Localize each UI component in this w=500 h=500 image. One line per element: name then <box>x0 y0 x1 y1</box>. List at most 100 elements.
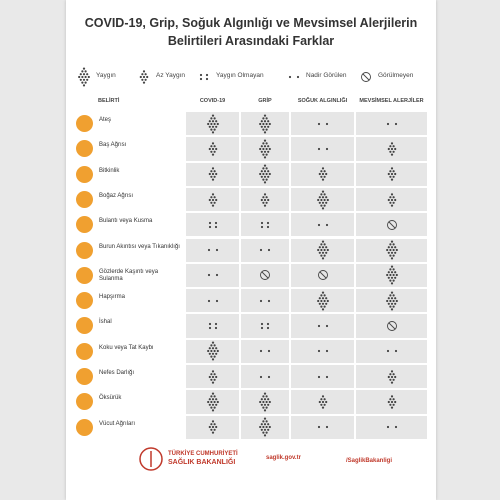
symptom-icon <box>76 190 93 208</box>
cell <box>186 289 239 313</box>
frequency-icon <box>208 192 217 207</box>
frequency-icon <box>288 75 300 79</box>
frequency-icon <box>207 299 218 302</box>
symptom-icon <box>76 216 93 234</box>
frequency-icon <box>317 122 328 125</box>
frequency-icon <box>387 192 396 207</box>
symptom-label: Burun Akıntısı veya Tıkanıklığı <box>99 243 180 250</box>
frequency-icon <box>316 190 329 210</box>
frequency-icon <box>387 369 396 384</box>
cell <box>186 238 239 262</box>
symptom-icon <box>76 241 93 259</box>
symptom-label: Gözlerde Kaşıntı veya Sulanma <box>99 268 159 282</box>
cell <box>241 213 289 237</box>
frequency-icon <box>260 192 270 207</box>
symptom-label: Baş Ağrısı <box>99 142 127 149</box>
frequency-icon <box>259 350 271 353</box>
frequency-icon <box>387 167 396 181</box>
cell <box>241 339 289 363</box>
org-line1: TÜRKİYE CUMHURİYETİ <box>168 451 238 457</box>
frequency-icon <box>260 221 270 228</box>
logo <box>139 447 163 471</box>
frequency-icon <box>259 417 271 437</box>
cell <box>186 339 239 363</box>
cell <box>186 263 239 288</box>
legend-label: Görülmeyen <box>378 72 414 79</box>
symptom-label: İshal <box>99 319 112 326</box>
frequency-icon <box>317 350 328 353</box>
frequency-icon <box>317 375 328 378</box>
social: /SaglikBakanligi <box>346 458 393 464</box>
cell <box>186 390 239 414</box>
cell <box>291 187 354 212</box>
frequency-icon <box>386 321 397 331</box>
frequency-icon <box>316 240 329 260</box>
title: COVID-19, Grip, Soğuk Algınlığı ve Mevsi… <box>84 16 418 48</box>
symptom-label: Boğaz Ağrısı <box>99 192 134 199</box>
cell <box>291 365 354 389</box>
frequency-icon <box>208 167 217 181</box>
column-header: BELİRTİ <box>98 98 120 104</box>
cell <box>241 365 289 389</box>
symptom-label: Bitkinlik <box>99 167 120 174</box>
cell <box>291 213 354 237</box>
column-header: COVID-19 <box>199 98 226 104</box>
frequency-icon <box>206 114 219 134</box>
cell <box>356 339 427 363</box>
cell <box>356 238 427 262</box>
frequency-icon <box>207 274 218 277</box>
frequency-icon <box>317 270 328 281</box>
frequency-icon <box>260 270 270 281</box>
frequency-icon <box>199 73 209 81</box>
cell <box>186 112 239 136</box>
frequency-icon <box>206 392 219 412</box>
frequency-icon <box>260 322 270 330</box>
poster: COVID-19, Grip, Soğuk Algınlığı ve Mevsi… <box>66 0 436 500</box>
cell <box>186 314 239 338</box>
frequency-icon <box>385 240 398 260</box>
cell <box>241 415 289 439</box>
frequency-icon <box>259 375 271 378</box>
frequency-icon <box>259 299 271 302</box>
frequency-icon <box>208 142 217 156</box>
symptom-label: Bulantı veya Kusma <box>99 218 153 225</box>
legend-label: Nadir Görülen <box>306 72 347 79</box>
frequency-icon <box>387 395 396 409</box>
website: saglik.gov.tr <box>266 455 301 461</box>
cell <box>241 112 289 136</box>
frequency-icon <box>316 291 329 311</box>
cell <box>291 415 354 439</box>
cell <box>291 137 354 161</box>
frequency-icon <box>386 122 397 125</box>
column-header: GRİP <box>258 98 272 104</box>
frequency-icon <box>208 420 217 434</box>
cell <box>186 213 239 237</box>
frequency-icon <box>386 426 397 429</box>
cell <box>291 238 354 262</box>
cell <box>291 112 354 136</box>
cell <box>291 289 354 313</box>
org-line2: SAĞLIK BAKANLIĞI <box>168 459 236 466</box>
cell <box>356 263 427 288</box>
column-header: SOĞUK ALGINLIĞI <box>297 98 348 104</box>
cell <box>241 238 289 262</box>
frequency-icon <box>317 324 328 328</box>
symptom-label: Öksürük <box>99 395 122 402</box>
frequency-icon <box>208 322 217 330</box>
symptom-icon <box>76 165 93 183</box>
frequency-icon <box>317 147 328 151</box>
symptom-icon <box>76 317 93 335</box>
cell <box>241 162 289 186</box>
frequency-icon <box>385 265 398 285</box>
symptom-icon <box>76 393 93 411</box>
frequency-icon <box>259 249 271 252</box>
symptom-label: Hapşırma <box>99 294 126 301</box>
legend-label: Az Yaygın <box>156 72 186 79</box>
frequency-icon <box>78 67 90 87</box>
cell <box>291 314 354 338</box>
cell <box>241 289 289 313</box>
frequency-icon <box>208 221 217 228</box>
frequency-icon <box>259 164 271 184</box>
cell <box>291 339 354 363</box>
